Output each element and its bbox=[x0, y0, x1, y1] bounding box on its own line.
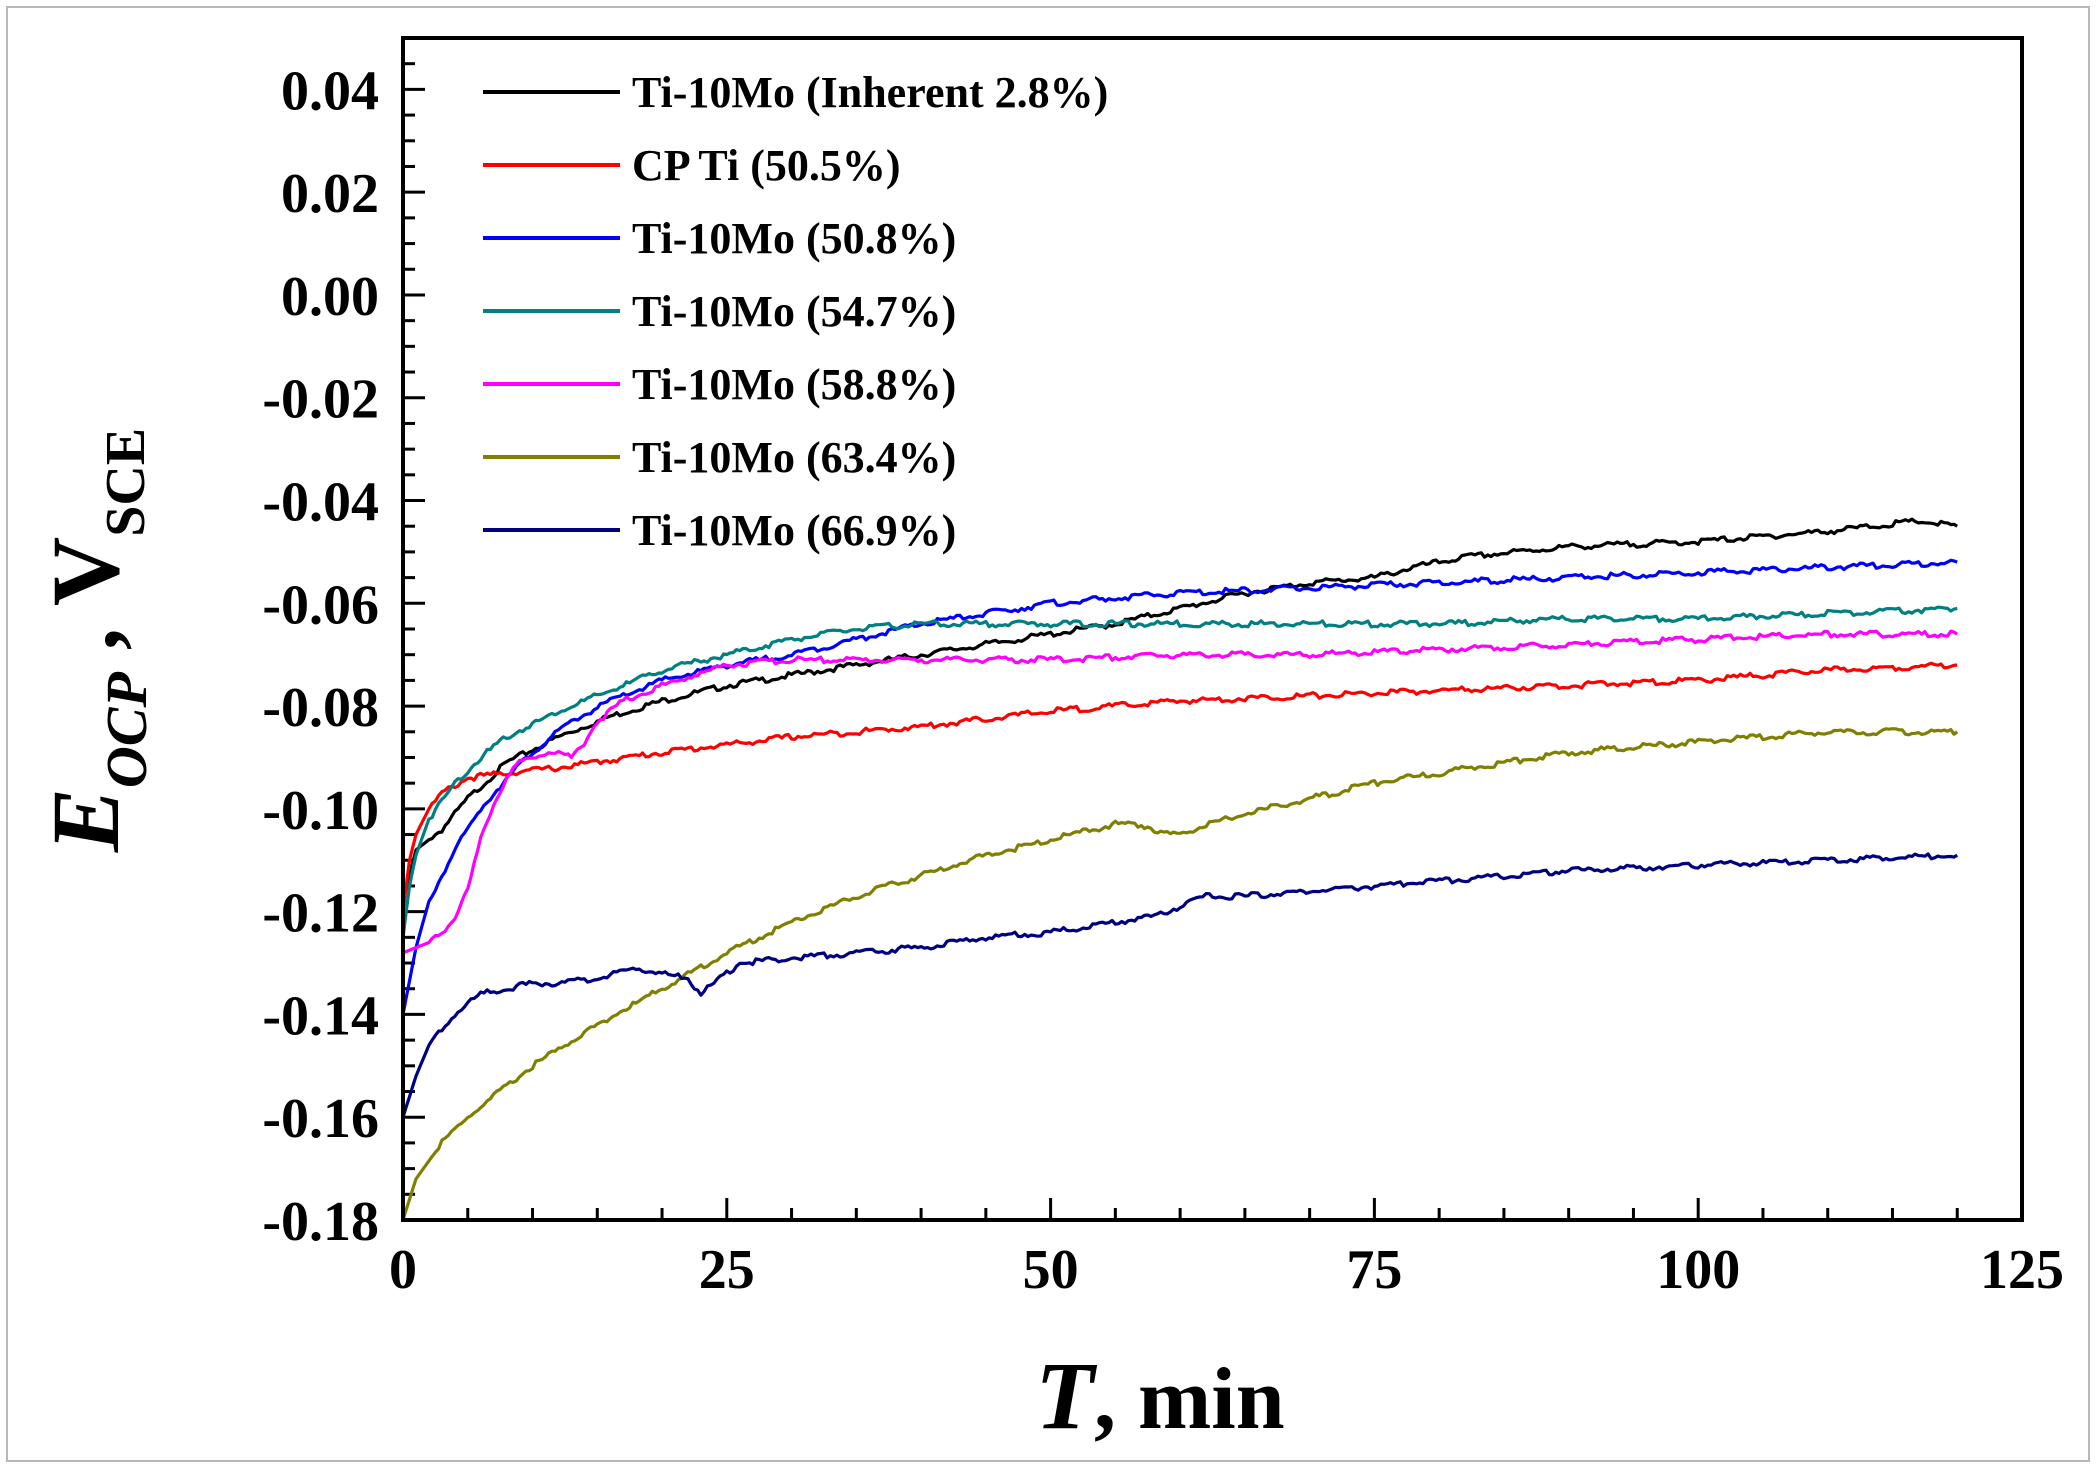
x-tick-label: 25 bbox=[699, 1239, 755, 1301]
y-tick-label: -0.08 bbox=[262, 677, 379, 739]
x-tick-label: 125 bbox=[1980, 1239, 2064, 1301]
y-tick-label: 0.04 bbox=[281, 60, 379, 122]
y-axis-symbol: E bbox=[32, 788, 139, 853]
series-lines bbox=[401, 517, 1959, 1221]
x-axis-unit: , min bbox=[1094, 1351, 1285, 1448]
legend-label: Ti-10Mo (Inherent 2.8%) bbox=[632, 68, 1108, 117]
x-tick-label: 100 bbox=[1656, 1239, 1740, 1301]
legend-label: Ti-10Mo (50.8%) bbox=[632, 214, 956, 263]
y-axis-title: EOCP , VSCE bbox=[32, 428, 159, 853]
series-line bbox=[401, 605, 1958, 938]
series-line bbox=[402, 629, 1959, 955]
series-line bbox=[401, 727, 1959, 1221]
x-tick-label: 50 bbox=[1023, 1239, 1079, 1301]
y-axis-unit-subscript: SCE bbox=[95, 428, 157, 537]
x-tick-label: 75 bbox=[1346, 1239, 1402, 1301]
legend-label: Ti-10Mo (66.9%) bbox=[632, 506, 956, 555]
y-tick-label: -0.04 bbox=[262, 472, 379, 534]
x-tick-labels: 0 25 50 75 100 125 bbox=[389, 1239, 2064, 1301]
legend: Ti-10Mo (Inherent 2.8%) CP Ti (50.5%) Ti-1… bbox=[483, 68, 1108, 555]
y-tick-labels: 0.04 0.02 0.00 -0.02 -0.04 -0.06 -0.08 -0.10 -0.… bbox=[262, 60, 379, 1253]
plot-area-border bbox=[401, 36, 2024, 1222]
series-line bbox=[401, 558, 1958, 1015]
y-tick-label: -0.10 bbox=[262, 780, 379, 842]
y-tick-label: -0.06 bbox=[262, 574, 379, 636]
legend-label: Ti-10Mo (58.8%) bbox=[632, 360, 956, 409]
y-tick-label: -0.18 bbox=[262, 1191, 379, 1253]
y-tick-label: 0.00 bbox=[281, 266, 379, 328]
x-tick-label: 0 bbox=[389, 1239, 417, 1301]
series-line bbox=[401, 852, 1959, 1118]
legend-label: Ti-10Mo (63.4%) bbox=[632, 433, 956, 482]
y-tick-label: -0.14 bbox=[262, 985, 379, 1047]
series-line bbox=[401, 517, 1959, 902]
y-axis-symbol-subscript: OCP bbox=[94, 672, 159, 789]
legend-label: Ti-10Mo (54.7%) bbox=[632, 287, 956, 336]
y-axis-unit: V bbox=[32, 537, 139, 606]
legend-label: CP Ti (50.5%) bbox=[632, 141, 901, 190]
y-axis-separator: , bbox=[41, 606, 138, 672]
y-tick-label: -0.12 bbox=[262, 883, 379, 945]
y-tick-label: -0.16 bbox=[262, 1088, 379, 1150]
y-tick-label: -0.02 bbox=[262, 369, 379, 431]
y-tick-label: 0.02 bbox=[281, 163, 379, 225]
x-axis-title: T, min bbox=[1035, 1342, 1284, 1449]
series-line bbox=[401, 661, 1958, 912]
x-axis-symbol: T bbox=[1035, 1342, 1097, 1449]
